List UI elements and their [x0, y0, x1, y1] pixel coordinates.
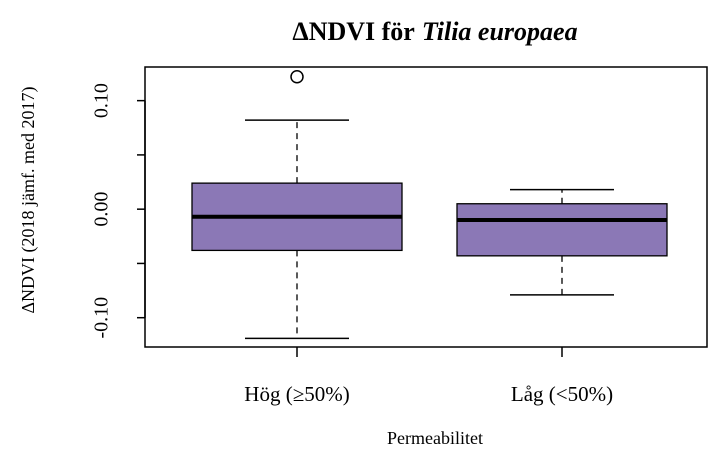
x-tick-label: Hög (≥50%)	[244, 382, 349, 406]
outlier	[290, 70, 304, 84]
title-main: ΔNDVI för	[292, 17, 414, 46]
x-tick-label: Låg (<50%)	[511, 382, 613, 406]
y-axis-label: ΔNDVI (2018 jämf. med 2017)	[18, 86, 39, 313]
box	[456, 203, 668, 257]
title-species: Tilia europaea	[422, 17, 578, 46]
y-tick-label: 0.10	[91, 83, 113, 118]
y-tick-label: -0.10	[91, 297, 113, 339]
y-tick-label: 0.00	[91, 192, 113, 227]
chart-title: ΔNDVI för Tilia europaea	[292, 17, 577, 46]
x-axis-label: Permeabilitet	[387, 428, 483, 448]
